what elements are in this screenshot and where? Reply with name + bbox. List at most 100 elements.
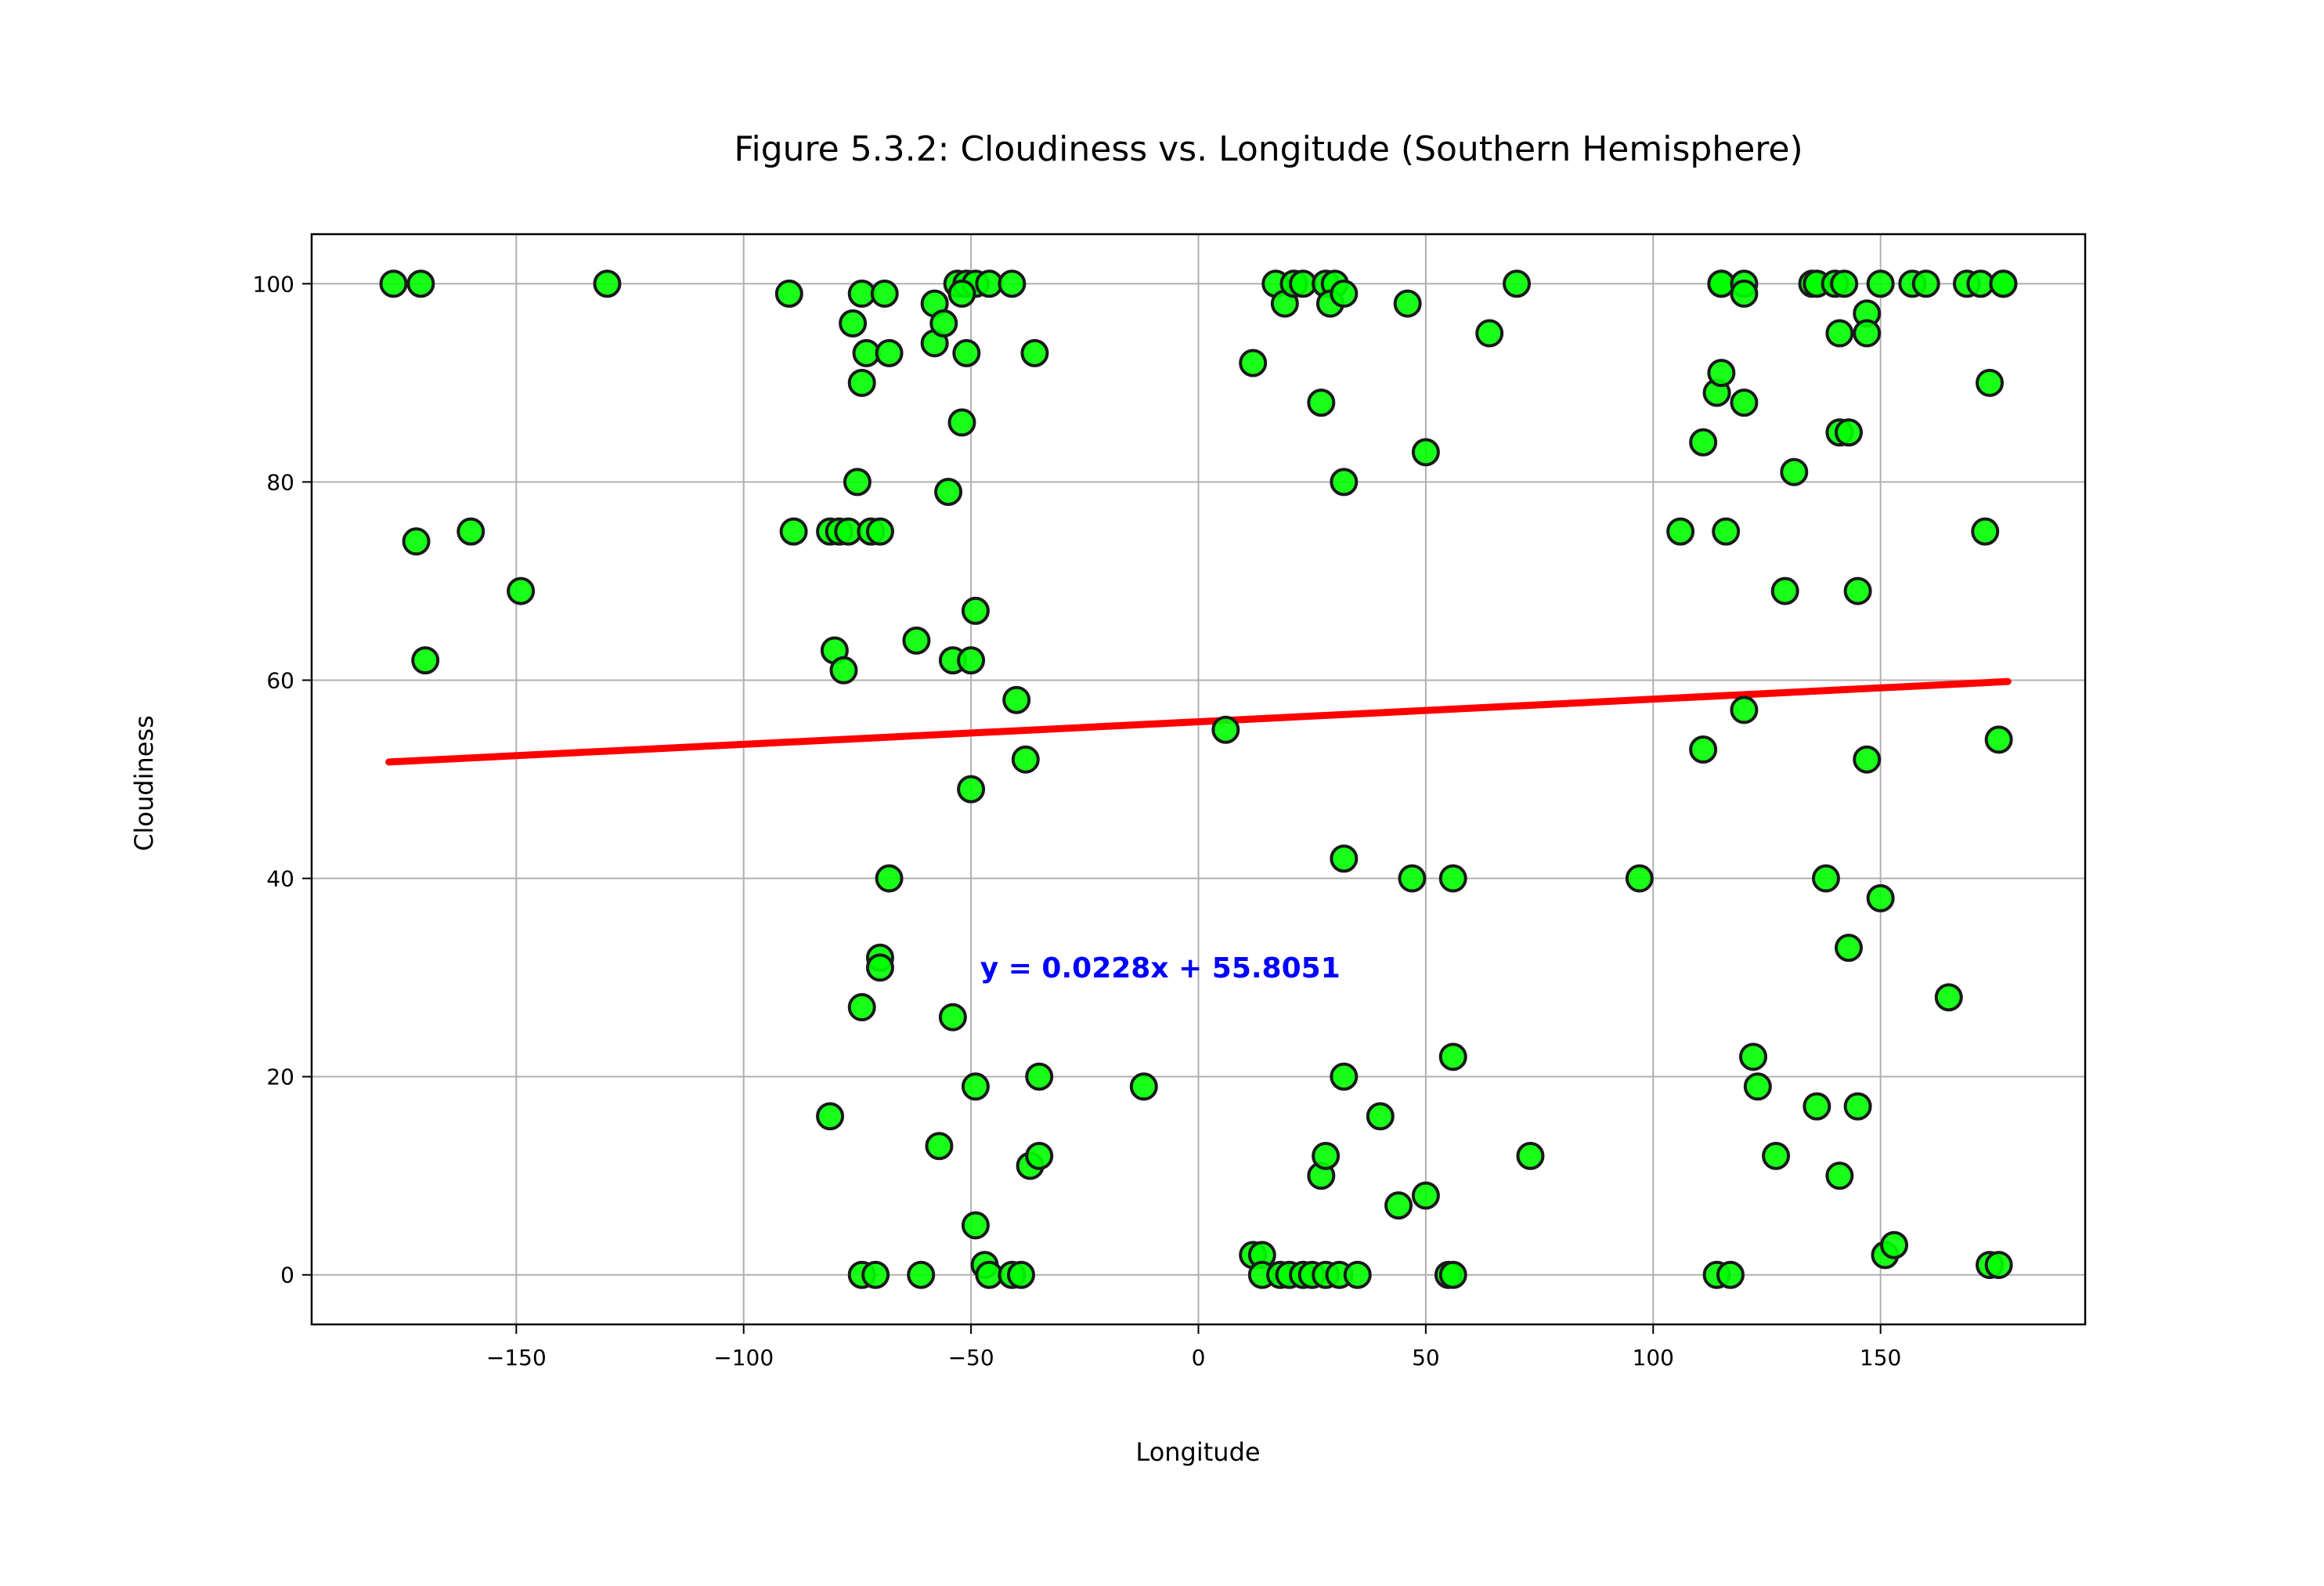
chart-title: Figure 5.3.2: Cloudiness vs. Longitude (… (734, 129, 1803, 169)
data-point (1211, 715, 1240, 744)
data-point (1730, 279, 1759, 308)
data-point (1743, 1072, 1772, 1101)
data-point (1307, 388, 1336, 417)
data-point (1866, 269, 1895, 298)
data-point (1007, 1260, 1035, 1289)
data-point (865, 953, 894, 982)
data-point (875, 864, 904, 893)
x-axis-label: Longitude (1135, 1437, 1260, 1467)
data-point (952, 338, 981, 367)
data-point (1911, 269, 1940, 298)
data-point (1312, 1141, 1341, 1170)
data-point (961, 596, 990, 625)
data-point (593, 269, 622, 298)
data-point (1239, 349, 1268, 378)
data-point (998, 269, 1027, 298)
data-point (1843, 576, 1872, 605)
data-point (1825, 1162, 1854, 1190)
data-point (961, 1211, 990, 1240)
data-point (456, 517, 485, 546)
x-tick-label: −50 (948, 1345, 994, 1371)
data-point (402, 527, 431, 556)
data-point (1411, 1181, 1440, 1210)
data-point (1989, 269, 2018, 298)
data-point (774, 279, 803, 308)
scatter-points (379, 269, 2018, 1289)
data-point (957, 775, 986, 804)
y-tick-label: 100 (253, 271, 294, 297)
data-point (1835, 934, 1863, 963)
data-point (1984, 1251, 2013, 1280)
x-tick-label: 50 (1412, 1345, 1440, 1371)
data-point (1366, 1102, 1395, 1131)
data-point (938, 1003, 967, 1031)
x-tick-label: −100 (713, 1345, 774, 1371)
data-point (1516, 1141, 1545, 1170)
data-point (779, 517, 808, 546)
data-point (1825, 319, 1854, 348)
data-point (865, 517, 894, 546)
data-point (1853, 745, 1882, 774)
data-point (1880, 1230, 1909, 1259)
data-point (1330, 468, 1359, 497)
data-point (1853, 319, 1882, 348)
data-point (929, 309, 958, 338)
data-point (1934, 983, 1963, 1012)
data-point (1984, 725, 2013, 754)
x-tick-label: 150 (1860, 1345, 1901, 1371)
x-tick-label: −150 (486, 1345, 547, 1371)
data-point (902, 626, 931, 655)
data-point (870, 279, 899, 308)
data-point (1011, 745, 1040, 774)
data-point (1393, 289, 1422, 318)
data-point (1438, 864, 1467, 893)
data-point (1971, 517, 2000, 546)
data-point (1438, 1042, 1467, 1071)
data-point (839, 309, 868, 338)
data-point (1730, 388, 1759, 417)
data-point (1770, 576, 1799, 605)
data-point (1843, 1092, 1872, 1121)
data-point (947, 279, 976, 308)
y-axis-label: Cloudiness (129, 715, 159, 851)
data-point (947, 408, 976, 437)
axis-ticks: −150 −100 −50 0 50 100 150 0 20 40 60 80 100 (253, 271, 1902, 1371)
data-point (1129, 1072, 1158, 1101)
data-point (816, 1102, 845, 1131)
data-point (1780, 457, 1809, 486)
data-point (1689, 428, 1718, 457)
regression-line-layer (385, 677, 2012, 766)
data-point (507, 576, 536, 605)
data-point (861, 1260, 890, 1289)
data-point (1384, 1191, 1413, 1220)
data-point (875, 338, 904, 367)
data-point (1707, 359, 1736, 388)
data-point (1830, 269, 1859, 298)
data-point (1330, 844, 1359, 873)
y-tick-label: 80 (266, 469, 294, 495)
data-point (1666, 517, 1695, 546)
data-point (1835, 418, 1863, 447)
data-point (1716, 1260, 1745, 1289)
data-point (907, 1260, 936, 1289)
data-point (1625, 864, 1654, 893)
data-point (961, 1072, 990, 1101)
data-point (1689, 735, 1718, 764)
data-point (1739, 1042, 1768, 1071)
data-point (1025, 1062, 1054, 1091)
x-tick-label: 100 (1633, 1345, 1674, 1371)
data-point (957, 646, 986, 675)
x-tick-label: 0 (1192, 1345, 1206, 1371)
data-point (1866, 883, 1895, 912)
data-point (1730, 695, 1759, 724)
data-point (829, 656, 858, 685)
y-tick-label: 0 (280, 1263, 294, 1288)
data-point (1803, 1092, 1831, 1121)
y-tick-label: 40 (266, 866, 294, 892)
data-point (1976, 368, 2005, 397)
data-point (1343, 1260, 1372, 1289)
data-point (1503, 269, 1532, 298)
y-tick-label: 60 (266, 667, 294, 693)
data-point (1025, 1141, 1054, 1170)
